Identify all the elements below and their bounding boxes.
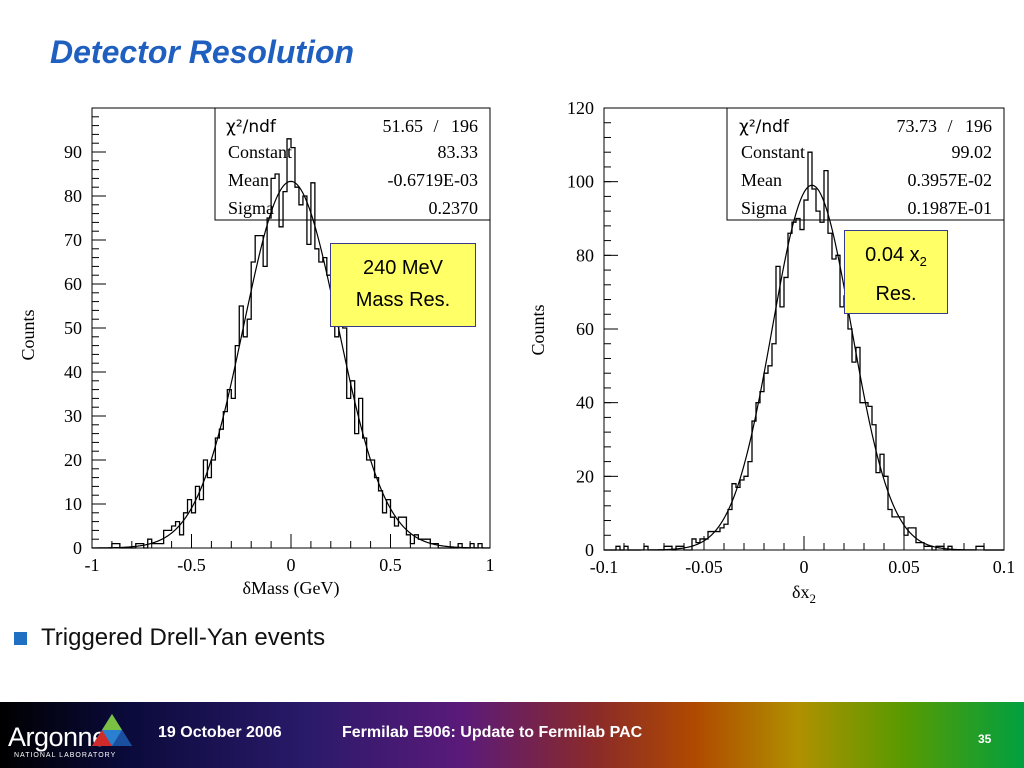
stats-row-label: Constant [228,142,292,162]
histogram-bars [92,138,490,549]
y-tick-label: 80 [64,186,82,206]
y-tick-label: 100 [567,172,594,192]
stats-row-label: Mean [741,170,782,190]
x-tick-label: 0 [800,557,809,577]
callout-mass-res-line2: Mass Res. [355,289,451,311]
footer-title: Fermilab E906: Update to Fermilab PAC [342,724,643,741]
y-tick-label: 20 [64,450,82,470]
bullet-square-icon [14,631,27,645]
x-tick-label: -1 [85,555,100,575]
stats-row-label: Sigma [741,198,787,218]
stats-separator: / [433,116,438,136]
x-tick-label: -0.05 [685,557,723,577]
y-tick-label: 70 [64,230,82,250]
stats-chi2-label: χ²/ndf [226,117,277,137]
argonne-logo-subtext: NATIONAL LABORATORY [14,752,117,759]
callout-mass-res: 240 MeV Mass Res. [330,243,476,327]
argonne-logo-text: Argonne [8,722,107,752]
stats-row-label: Constant [741,142,805,162]
y-axis-title: Counts [18,309,38,360]
y-tick-label: 40 [64,362,82,382]
footer-bar: Argonne NATIONAL LABORATORY 19 October 2… [0,702,1024,768]
y-tick-label: 0 [73,538,82,558]
stats-row-value: 0.2370 [429,198,479,218]
y-axis-title: Counts [528,304,548,355]
bullet-text: Triggered Drell-Yan events [41,624,326,651]
x-tick-label: -0.1 [590,557,619,577]
x-axis-title: δMass (GeV) [243,578,340,599]
chart-mass-resolution: 0 10 20 30 40 50 60 70 80 90 -1 -0.5 0 0.5 1 χ²/ndf 51.6… [18,107,495,599]
stats-row-value: -0.6719E-03 [388,170,478,190]
stats-row-label: Mean [228,170,269,190]
stats-row-value: 83.33 [438,142,479,162]
x-tick-label: 0.05 [888,557,920,577]
y-tick-label: 20 [576,466,594,486]
callout-x2-res-subscript: 2 [919,254,927,269]
x-tick-label: 0 [287,555,296,575]
callout-mass-res-line1: 240 MeV [362,257,444,279]
x-tick-label: 1 [486,555,495,575]
stats-box [214,107,491,221]
callout-x2-res-value: 0.04 x [865,244,920,266]
slide-title: Detector Resolution [50,34,355,70]
y-tick-label: 90 [64,142,82,162]
stats-separator: / [947,116,952,136]
footer-date: 19 October 2006 [158,724,282,741]
x-tick-label: 0.1 [993,557,1016,577]
y-tick-label: 60 [576,319,594,339]
y-tick-label: 30 [64,406,82,426]
x-tick-label: -0.5 [177,555,206,575]
stats-row-value: 0.3957E-02 [908,170,993,190]
stats-row-value: 99.02 [952,142,993,162]
y-tick-label: 50 [64,318,82,338]
bullet-item: Triggered Drell-Yan events [14,624,325,652]
x-axis-title-subscript: 2 [809,591,816,606]
y-tick-label: 60 [64,274,82,294]
y-tick-label: 0 [585,540,594,560]
y-tick-label: 10 [64,494,82,514]
callout-x2-res: 0.04 x2 Res. [844,230,948,314]
gaussian-fit-curve [91,180,491,549]
stats-row-value: 0.1987E-01 [908,198,993,218]
page-number: 35 [978,732,992,746]
stats-chi2-value: 73.73 [897,116,938,136]
x-tick-label: 0.5 [379,555,402,575]
argonne-triangle-icon [92,714,132,746]
chart-x2-resolution: 0 20 40 60 80 100 120 -0.1 -0.05 0 0.05 0.1 χ²/ndf 73… [528,98,1015,606]
y-tick-label: 120 [567,98,594,118]
stats-ndf-value: 196 [965,116,992,136]
stats-row-label: Sigma [228,198,274,218]
stats-box [726,107,1005,221]
callout-x2-res-line2: Res. [875,283,917,305]
x-axis-title: δx2 [792,582,816,606]
stats-ndf-value: 196 [451,116,478,136]
gaussian-fit-curve [604,184,1004,551]
stats-chi2-value: 51.65 [383,116,424,136]
stats-chi2-label: χ²/ndf [739,117,790,137]
y-tick-label: 40 [576,393,594,413]
callout-x2-res-line1: 0.04 x2 [845,239,947,278]
y-tick-label: 80 [576,245,594,265]
